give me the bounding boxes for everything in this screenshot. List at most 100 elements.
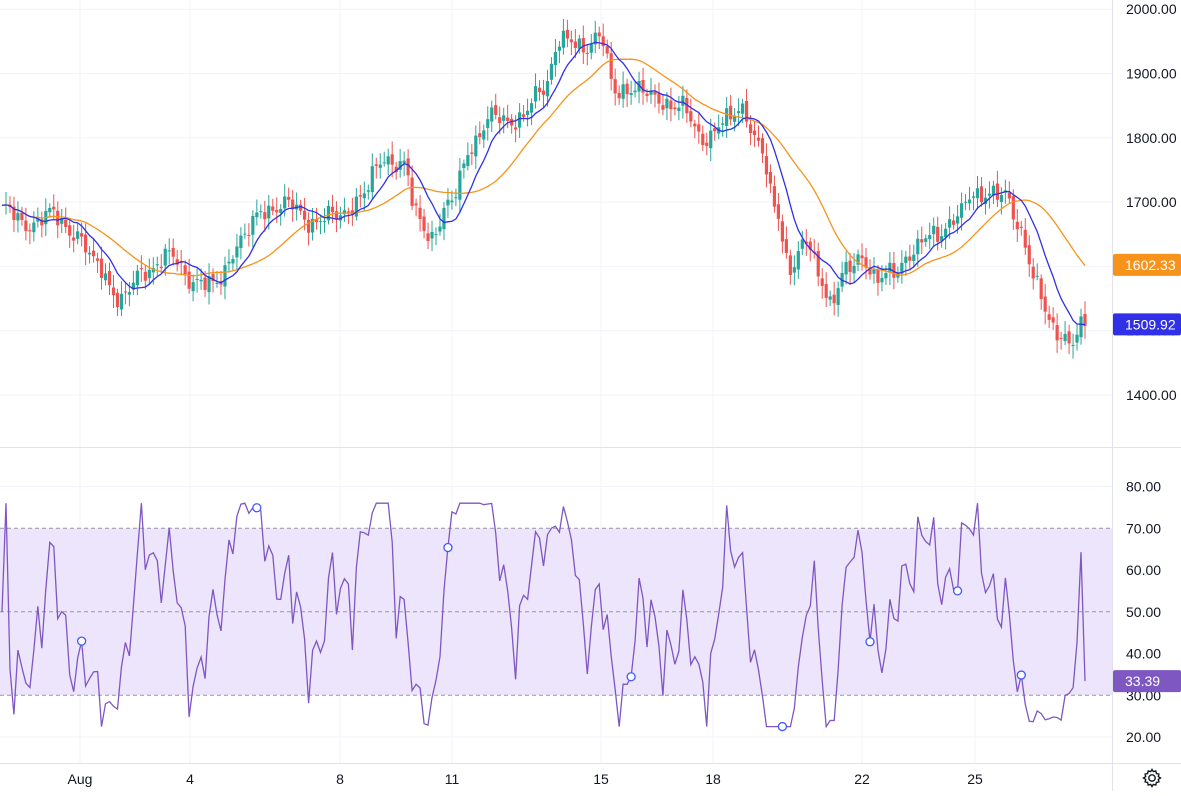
candle-body[interactable]	[752, 130, 757, 136]
candle-body[interactable]	[362, 193, 366, 199]
candle-body[interactable]	[386, 156, 390, 165]
candle[interactable]	[936, 216, 940, 251]
candle-body[interactable]	[111, 287, 116, 296]
candle-body[interactable]	[645, 93, 649, 97]
candle-body[interactable]	[995, 183, 1000, 200]
candle[interactable]	[482, 124, 486, 148]
candle-body[interactable]	[370, 166, 374, 193]
candle-body[interactable]	[366, 190, 370, 192]
candle-body[interactable]	[20, 212, 24, 220]
candle[interactable]	[601, 23, 605, 57]
candle-body[interactable]	[828, 296, 832, 300]
candle-body[interactable]	[442, 207, 446, 230]
candle[interactable]	[848, 252, 852, 285]
candle[interactable]	[72, 224, 76, 253]
candle[interactable]	[506, 104, 510, 129]
oscillator-signal-marker[interactable]	[443, 542, 453, 553]
candle-body[interactable]	[772, 186, 777, 207]
candle-body[interactable]	[322, 221, 327, 223]
candle-body[interactable]	[561, 30, 566, 48]
candle[interactable]	[637, 71, 641, 104]
candle[interactable]	[545, 69, 550, 107]
candle[interactable]	[665, 92, 669, 120]
candle-body[interactable]	[426, 233, 430, 241]
candle-body[interactable]	[1039, 278, 1043, 300]
candle-body[interactable]	[864, 257, 868, 268]
candle[interactable]	[52, 194, 56, 220]
candle[interactable]	[756, 125, 761, 147]
candle-body[interactable]	[585, 52, 589, 54]
candle[interactable]	[454, 188, 458, 207]
candle[interactable]	[24, 207, 28, 241]
candle-body[interactable]	[709, 130, 713, 149]
candle[interactable]	[442, 202, 446, 241]
candle-body[interactable]	[681, 95, 685, 106]
candle[interactable]	[143, 265, 147, 290]
candle[interactable]	[171, 238, 175, 266]
candle-body[interactable]	[60, 218, 64, 224]
candle[interactable]	[76, 223, 80, 245]
candle-body[interactable]	[231, 258, 235, 264]
candle[interactable]	[247, 223, 251, 247]
candle[interactable]	[529, 98, 534, 126]
candle-body[interactable]	[12, 206, 16, 221]
candle-body[interactable]	[804, 241, 808, 244]
candle-body[interactable]	[422, 216, 426, 231]
candle[interactable]	[940, 224, 944, 248]
candle[interactable]	[784, 226, 788, 259]
candle-body[interactable]	[175, 259, 179, 265]
candle-body[interactable]	[601, 36, 605, 47]
candle-body[interactable]	[87, 252, 92, 255]
candle-body[interactable]	[541, 90, 546, 95]
candle-body[interactable]	[279, 208, 283, 213]
candle[interactable]	[928, 222, 932, 250]
candle[interactable]	[115, 288, 120, 316]
candle[interactable]	[28, 223, 32, 245]
candle-body[interactable]	[764, 156, 769, 175]
candle[interactable]	[979, 177, 984, 207]
candle[interactable]	[633, 81, 637, 98]
candle-body[interactable]	[239, 235, 243, 249]
candle[interactable]	[251, 210, 255, 248]
candle-body[interactable]	[354, 196, 358, 217]
candle-body[interactable]	[466, 155, 470, 167]
candle[interactable]	[322, 208, 327, 233]
candle-body[interactable]	[896, 273, 900, 278]
settings-gear-icon[interactable]	[1140, 766, 1164, 790]
candle-body[interactable]	[1071, 345, 1075, 347]
candle[interactable]	[155, 256, 159, 277]
candle-body[interactable]	[1043, 296, 1047, 312]
candle-body[interactable]	[633, 90, 637, 93]
candle-body[interactable]	[1015, 221, 1019, 230]
candle[interactable]	[800, 230, 804, 255]
oscillator-signal-marker[interactable]	[777, 721, 788, 732]
candle[interactable]	[617, 85, 621, 105]
candle-body[interactable]	[103, 273, 108, 281]
candle-body[interactable]	[1059, 337, 1063, 339]
candle-body[interactable]	[1035, 275, 1039, 277]
candle-body[interactable]	[418, 207, 422, 219]
candle-body[interactable]	[549, 63, 554, 80]
candle-body[interactable]	[963, 201, 968, 203]
candle[interactable]	[87, 246, 92, 264]
candle-body[interactable]	[788, 255, 792, 275]
candle[interactable]	[824, 272, 828, 308]
candle[interactable]	[995, 170, 1000, 207]
candle-body[interactable]	[490, 107, 494, 122]
candle-body[interactable]	[498, 117, 502, 124]
candle[interactable]	[434, 227, 438, 246]
candle-body[interactable]	[932, 225, 936, 235]
candle[interactable]	[709, 118, 713, 162]
candle[interactable]	[60, 208, 64, 234]
candle-body[interactable]	[1055, 325, 1059, 341]
candle-body[interactable]	[912, 254, 916, 261]
candle-body[interactable]	[884, 273, 888, 279]
candle-body[interactable]	[689, 111, 693, 122]
candle[interactable]	[231, 255, 235, 271]
candle-body[interactable]	[131, 282, 135, 290]
candle-body[interactable]	[334, 211, 339, 220]
candle[interactable]	[1063, 321, 1067, 346]
candle-body[interactable]	[64, 219, 68, 227]
candle[interactable]	[1079, 308, 1083, 345]
candle-body[interactable]	[1031, 266, 1035, 279]
